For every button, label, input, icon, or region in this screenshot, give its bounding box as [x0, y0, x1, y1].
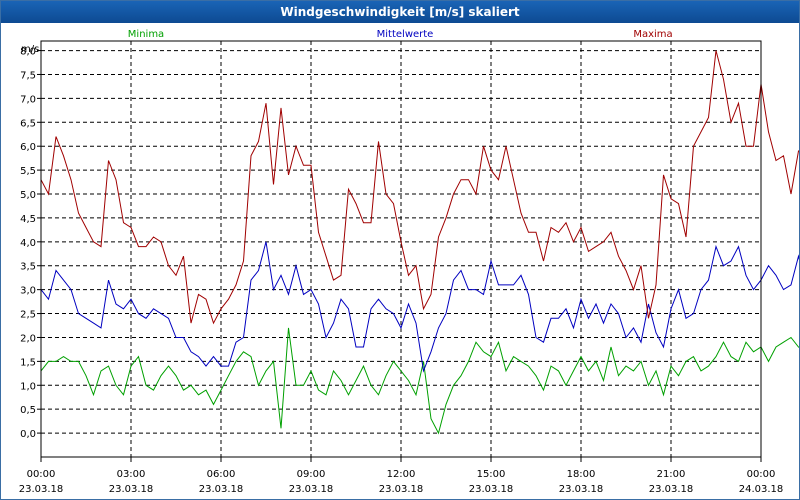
- x-tick-date: 23.03.18: [559, 484, 604, 495]
- y-tick-label: 5,5: [20, 166, 36, 177]
- x-tick-time: 00:00: [27, 469, 56, 480]
- y-tick-label: 6,0: [20, 142, 36, 153]
- x-tick-time: 09:00: [297, 469, 326, 480]
- x-tick-time: 12:00: [387, 469, 416, 480]
- series-line-mittelwerte: [40, 241, 799, 373]
- y-tick-label: 5,0: [20, 190, 36, 201]
- y-tick-label: 6,5: [20, 118, 36, 129]
- y-tick-label: 0,0: [20, 429, 36, 440]
- y-tick-label: 1,5: [20, 357, 36, 368]
- x-tick-time: 00:00: [747, 469, 776, 480]
- legend-minima: Minima: [128, 29, 164, 40]
- y-tick-label: 1,0: [20, 381, 36, 392]
- window-title: Windgeschwindigkeit [m/s] skaliert: [1, 1, 799, 23]
- x-tick-date: 23.03.18: [19, 484, 64, 495]
- plot-frame: [40, 40, 762, 458]
- series-line-minima: [40, 327, 799, 435]
- legend-mittelwerte: Mittelwerte: [377, 29, 434, 40]
- y-tick-label: 3,5: [20, 262, 36, 273]
- y-tick-label: 3,0: [20, 286, 36, 297]
- grid-lines: [41, 41, 761, 457]
- x-tick-time: 03:00: [117, 469, 146, 480]
- series-line-maxima: [40, 50, 799, 325]
- x-tick-time: 21:00: [657, 469, 686, 480]
- y-axis-ticks: 0,0 0,5 1,0 1,5 2,0 2,5 3,0 3,5 4,0 4,5 5,0 5,5 6,0 6…: [20, 47, 41, 440]
- x-tick-date: 23.03.18: [199, 484, 244, 495]
- x-tick-date: 23.03.18: [289, 484, 334, 495]
- wind-speed-chart: Minima Mittelwerte Maxima m/s 0,0 0,5 1,0 1…: [19, 29, 799, 495]
- y-tick-label: 0,5: [20, 405, 36, 416]
- x-axis-ticks: 00:00 23.03.18 03:00 23.03.18 06:00 23.03.18 0…: [19, 457, 784, 495]
- x-tick-date: 23.03.18: [649, 484, 694, 495]
- x-tick-time: 15:00: [477, 469, 506, 480]
- x-tick-date: 24.03.18: [739, 484, 784, 495]
- y-axis-unit: m/s: [21, 44, 39, 55]
- x-tick-date: 23.03.18: [469, 484, 514, 495]
- x-tick-time: 06:00: [207, 469, 236, 480]
- x-tick-date: 23.03.18: [109, 484, 154, 495]
- legend-maxima: Maxima: [633, 29, 672, 40]
- y-tick-label: 8,0: [20, 47, 36, 58]
- y-tick-label: 4,0: [20, 238, 36, 249]
- data-series: [40, 50, 799, 435]
- y-tick-label: 4,5: [20, 214, 36, 225]
- x-tick-time: 18:00: [567, 469, 596, 480]
- y-tick-label: 7,0: [20, 94, 36, 105]
- y-tick-label: 2,5: [20, 310, 36, 321]
- x-tick-date: 23.03.18: [379, 484, 424, 495]
- y-tick-label: 7,5: [20, 70, 36, 81]
- y-tick-label: 2,0: [20, 333, 36, 344]
